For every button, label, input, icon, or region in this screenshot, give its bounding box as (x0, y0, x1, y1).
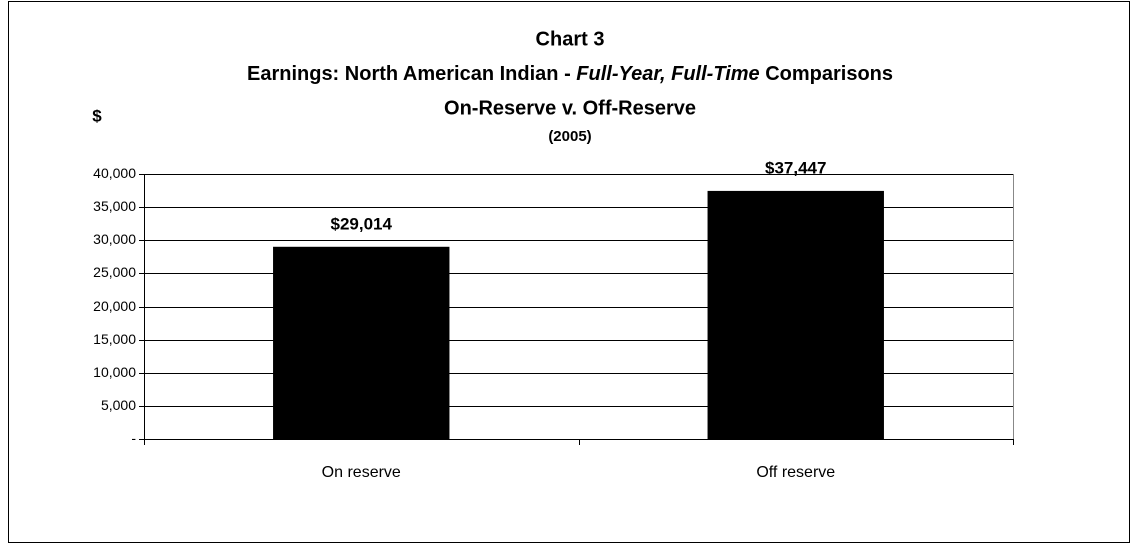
chart-title: Earnings: North American Indian - Full-Y… (247, 63, 893, 85)
chart-frame (8, 1, 1130, 543)
title-part: Earnings: North American Indian - (247, 63, 576, 85)
y-tick-label: 10,000 (93, 364, 136, 380)
chart-subtitle: (2005) (548, 128, 591, 145)
bar (273, 246, 450, 439)
bar (707, 190, 884, 439)
y-axis-label: $ (92, 106, 102, 125)
title-part: Comparisons (760, 63, 893, 85)
y-tick-label: 35,000 (93, 198, 136, 214)
y-tick-label: - (131, 430, 136, 446)
title-part: Full-Year, Full-Time (576, 63, 759, 85)
y-tick-label: 20,000 (93, 298, 136, 314)
y-tick-label: 25,000 (93, 264, 136, 280)
data-label: $37,447 (765, 158, 826, 177)
y-tick-label: 40,000 (93, 165, 136, 181)
y-tick-label: 5,000 (101, 397, 136, 413)
x-tick-label: Off reserve (756, 464, 835, 481)
x-tick-label: On reserve (322, 464, 401, 481)
y-tick-label: 30,000 (93, 231, 136, 247)
chart-title: On-Reserve v. Off-Reserve (444, 97, 696, 119)
data-label: $29,014 (331, 214, 393, 233)
y-tick-label: 15,000 (93, 331, 136, 347)
chart-title: Chart 3 (536, 28, 605, 50)
